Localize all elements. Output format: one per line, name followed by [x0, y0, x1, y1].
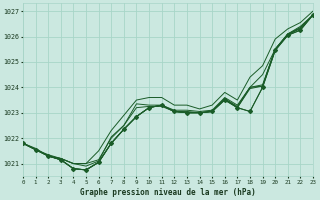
X-axis label: Graphe pression niveau de la mer (hPa): Graphe pression niveau de la mer (hPa) [80, 188, 256, 197]
